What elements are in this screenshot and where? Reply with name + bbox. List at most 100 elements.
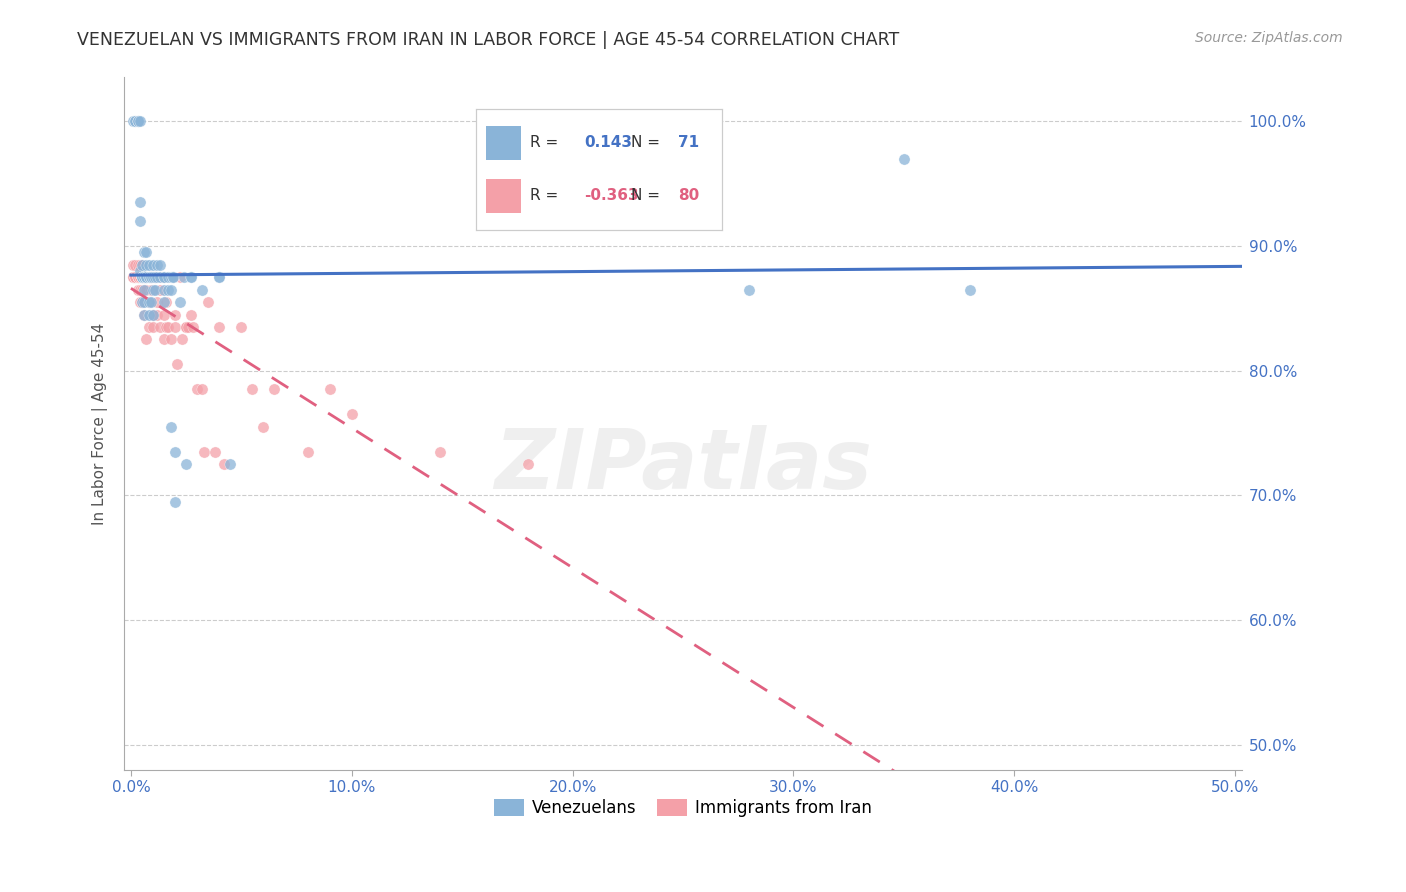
Point <box>143 270 166 285</box>
Point <box>174 320 197 334</box>
Point <box>153 270 176 285</box>
Point <box>135 245 157 260</box>
Point <box>131 270 153 285</box>
Point <box>143 270 166 285</box>
Point <box>166 358 188 372</box>
Point <box>127 270 149 285</box>
Point <box>157 270 180 285</box>
Point <box>135 270 157 285</box>
Point <box>131 295 153 310</box>
Point <box>134 283 156 297</box>
Point <box>155 320 177 334</box>
Point <box>139 270 162 285</box>
Point <box>252 420 274 434</box>
Point <box>159 270 181 285</box>
Point <box>127 114 149 128</box>
Point <box>131 258 153 272</box>
Point <box>208 270 231 285</box>
Point <box>124 114 146 128</box>
Point <box>131 295 153 310</box>
Point <box>124 270 146 285</box>
Point <box>128 258 150 272</box>
Point <box>153 333 176 347</box>
Point <box>127 114 149 128</box>
Point <box>138 270 160 285</box>
Point <box>134 283 156 297</box>
Point <box>177 320 200 334</box>
Point <box>157 283 180 297</box>
Point <box>139 295 162 310</box>
Point <box>135 270 157 285</box>
Point <box>128 114 150 128</box>
Text: Source: ZipAtlas.com: Source: ZipAtlas.com <box>1195 31 1343 45</box>
Point <box>180 270 202 285</box>
Point <box>893 152 915 166</box>
Point <box>165 444 187 458</box>
Point <box>139 270 162 285</box>
Point <box>135 270 157 285</box>
Point <box>149 283 172 297</box>
Point <box>122 114 145 128</box>
Point <box>155 295 177 310</box>
Point <box>142 308 165 322</box>
Point <box>173 270 195 285</box>
Point <box>134 308 156 322</box>
Point <box>127 270 149 285</box>
Point <box>190 283 212 297</box>
Point <box>150 270 173 285</box>
Point <box>180 308 202 322</box>
Point <box>143 270 166 285</box>
Point <box>146 308 169 322</box>
Point <box>131 270 153 285</box>
Point <box>138 295 160 310</box>
Point <box>138 308 160 322</box>
Point <box>139 283 162 297</box>
Point <box>124 270 146 285</box>
Point <box>128 283 150 297</box>
Point <box>128 295 150 310</box>
Point <box>204 444 226 458</box>
Point <box>153 283 176 297</box>
Legend: Venezuelans, Immigrants from Iran: Venezuelans, Immigrants from Iran <box>488 792 879 824</box>
Point <box>190 383 212 397</box>
Point <box>153 295 176 310</box>
Point <box>134 308 156 322</box>
Point <box>162 270 184 285</box>
Point <box>135 333 157 347</box>
Point <box>165 308 187 322</box>
Point <box>197 295 219 310</box>
Point <box>139 270 162 285</box>
Point <box>159 333 181 347</box>
Point <box>208 270 231 285</box>
Point <box>169 270 191 285</box>
Point <box>128 214 150 228</box>
Point <box>135 258 157 272</box>
Point <box>297 444 319 458</box>
Point <box>138 258 160 272</box>
Y-axis label: In Labor Force | Age 45-54: In Labor Force | Age 45-54 <box>93 323 108 524</box>
Point <box>128 270 150 285</box>
Point <box>146 270 169 285</box>
Point <box>138 270 160 285</box>
Point <box>170 333 193 347</box>
Point <box>157 320 180 334</box>
Point <box>242 383 264 397</box>
Point <box>128 195 150 210</box>
Point <box>738 283 761 297</box>
Point <box>135 283 157 297</box>
Point <box>134 295 156 310</box>
Point <box>134 270 156 285</box>
Point <box>127 283 149 297</box>
Point <box>131 270 153 285</box>
Point <box>135 270 157 285</box>
Point <box>159 283 181 297</box>
Point <box>153 270 176 285</box>
Point <box>122 270 145 285</box>
Point <box>340 408 363 422</box>
Point <box>162 270 184 285</box>
Point <box>208 320 231 334</box>
Point <box>219 457 242 471</box>
Point <box>127 270 149 285</box>
Point <box>124 270 146 285</box>
Point <box>263 383 285 397</box>
